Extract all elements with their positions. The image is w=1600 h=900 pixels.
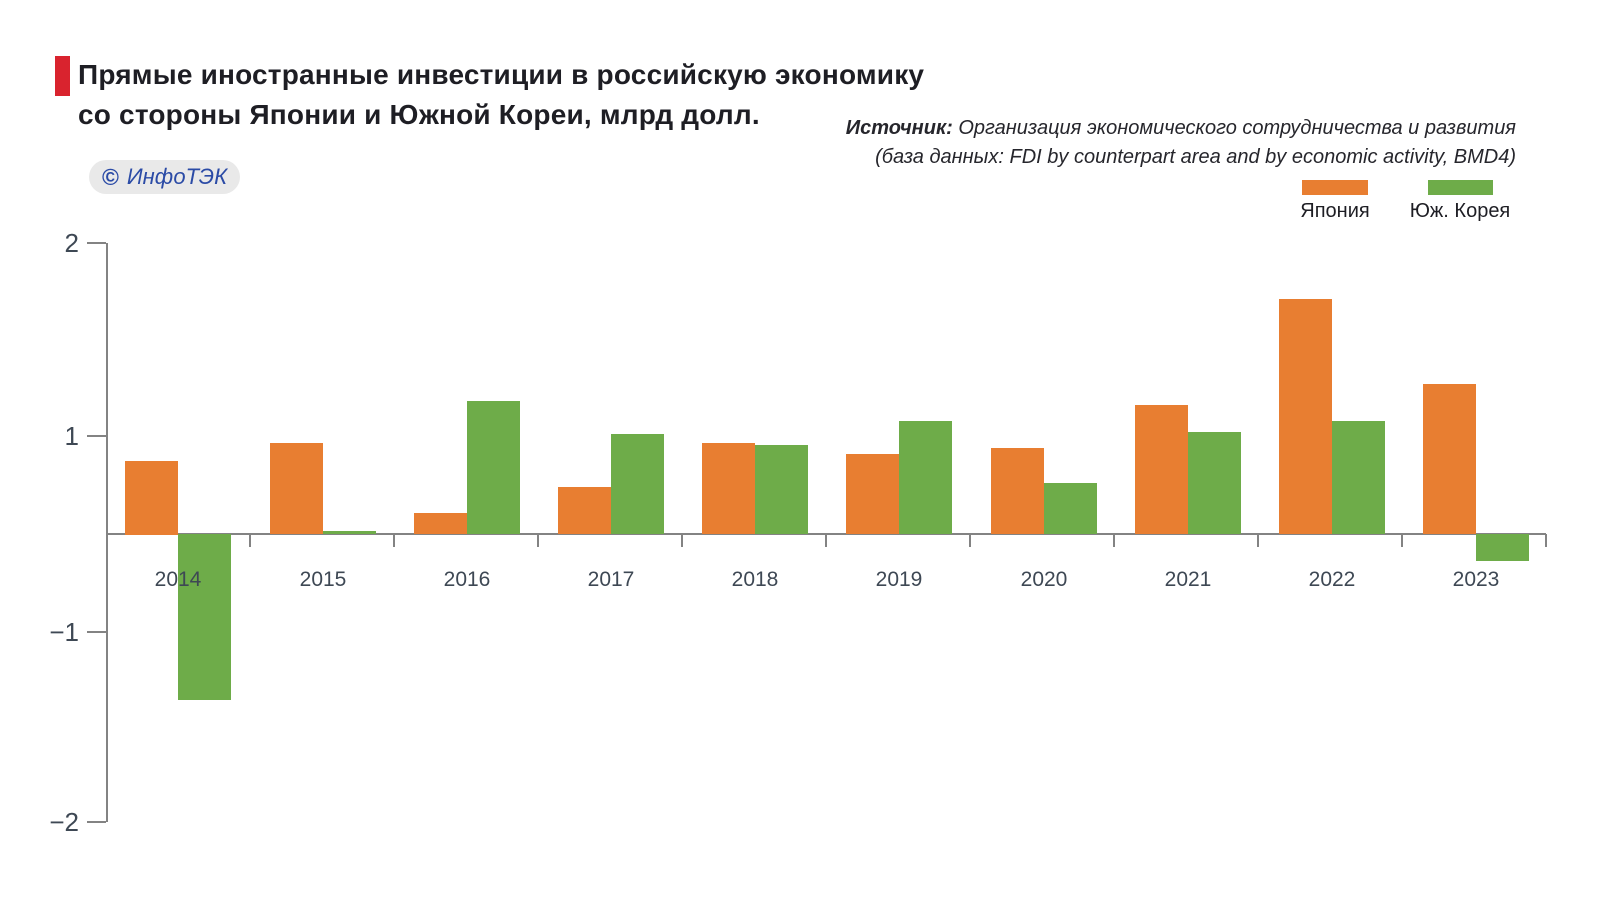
x-axis-tick <box>537 534 539 547</box>
y-axis-tick <box>87 631 106 633</box>
source-line1: Источник: Организация экономического сот… <box>846 114 1516 143</box>
bar-japan-2023 <box>1423 384 1476 534</box>
source-note: Источник: Организация экономического сот… <box>846 114 1516 172</box>
x-axis-tick <box>825 534 827 547</box>
bar-korea-2017 <box>611 434 664 534</box>
bar-japan-2020 <box>991 448 1044 534</box>
x-tick-label-2015: 2015 <box>299 568 347 591</box>
bar-korea-2018 <box>755 445 808 534</box>
x-tick-label-2023: 2023 <box>1452 568 1500 591</box>
bar-japan-2022 <box>1279 299 1332 534</box>
bar-korea-2023 <box>1476 534 1529 561</box>
x-axis-tick <box>1401 534 1403 547</box>
legend-label-korea: Юж. Корея <box>1409 200 1511 222</box>
y-tick-label: −2 <box>49 807 79 837</box>
x-axis-tick <box>393 534 395 547</box>
x-tick-label-2019: 2019 <box>875 568 923 591</box>
source-label: Источник: <box>845 117 953 139</box>
x-axis-tick <box>969 534 971 547</box>
bar-japan-2019 <box>846 454 899 534</box>
x-tick-label-2016: 2016 <box>443 568 491 591</box>
x-tick-label-2018: 2018 <box>731 568 779 591</box>
infotek-watermark: © ИнфоТЭК <box>89 160 240 194</box>
chart-title: Прямые иностранные инвестиции в российск… <box>78 55 924 135</box>
copyright-icon: © <box>101 163 119 190</box>
bar-korea-2015 <box>323 531 376 534</box>
bar-korea-2016 <box>467 401 520 534</box>
chart-title-line2: со стороны Японии и Южной Кореи, млрд до… <box>78 99 760 130</box>
source-line2: (база данных: FDI by counterpart area an… <box>875 146 1516 168</box>
bar-korea-2014 <box>178 534 231 700</box>
chart-title-line1: Прямые иностранные инвестиции в российск… <box>78 59 925 90</box>
y-tick-label: 1 <box>64 421 79 451</box>
bar-japan-2017 <box>558 487 611 534</box>
bar-japan-2016 <box>414 513 467 534</box>
x-tick-label-2020: 2020 <box>1020 568 1068 591</box>
source-text1: Организация экономического сотрудничеств… <box>958 117 1516 139</box>
y-axis-tick <box>87 821 106 823</box>
x-tick-label-2022: 2022 <box>1308 568 1356 591</box>
x-axis-tick <box>1113 534 1115 547</box>
title-accent-bar <box>55 56 70 96</box>
x-tick-label-2017: 2017 <box>587 568 635 591</box>
x-axis-tick <box>249 534 251 547</box>
y-axis-tick <box>87 242 106 244</box>
x-axis-tick <box>1257 534 1259 547</box>
y-tick-label: 2 <box>64 228 79 258</box>
bar-japan-2015 <box>270 443 323 534</box>
bar-japan-2014 <box>125 461 178 535</box>
x-axis-tick <box>1545 534 1547 547</box>
bar-korea-2021 <box>1188 432 1241 534</box>
y-axis-line <box>106 243 108 822</box>
bar-korea-2020 <box>1044 483 1097 534</box>
y-axis-tick <box>87 435 106 437</box>
bar-japan-2021 <box>1135 405 1188 534</box>
bar-korea-2022 <box>1332 421 1385 534</box>
legend-item-japan: Япония <box>1270 180 1400 223</box>
legend-swatch-japan <box>1302 180 1368 195</box>
watermark-label: ИнфоТЭК <box>126 164 228 189</box>
y-tick-label: −1 <box>49 617 79 647</box>
legend-swatch-korea <box>1427 180 1493 195</box>
bar-korea-2019 <box>899 421 952 534</box>
legend-label-japan: Япония <box>1300 200 1370 222</box>
x-tick-label-2014: 2014 <box>154 568 202 591</box>
x-axis-tick <box>681 534 683 547</box>
x-tick-label-2021: 2021 <box>1164 568 1212 591</box>
bar-japan-2018 <box>702 443 755 534</box>
legend-item-korea: Юж. Корея <box>1395 180 1525 223</box>
